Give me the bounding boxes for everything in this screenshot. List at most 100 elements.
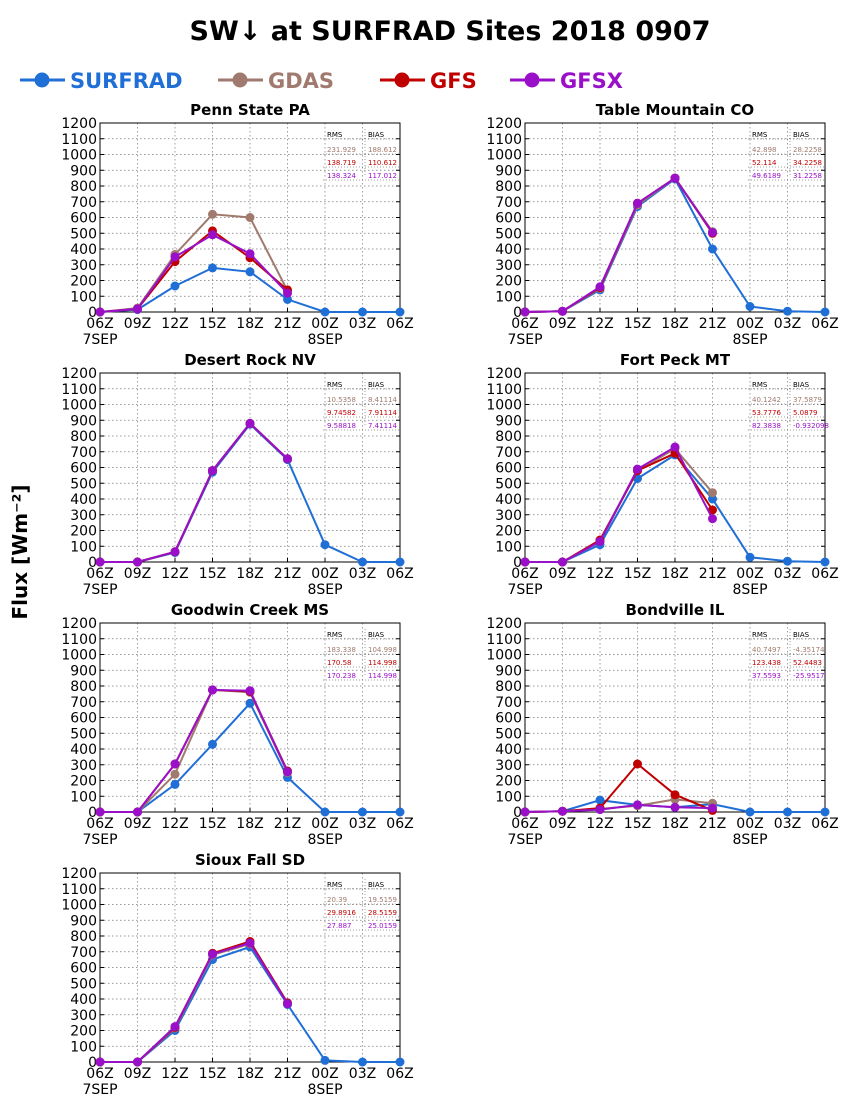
- data-point-gfsx: [133, 1057, 142, 1067]
- stats-rms-gfsx: 82.3838: [752, 422, 781, 430]
- y-tick-label: 1000: [486, 398, 522, 414]
- y-tick-label: 800: [70, 929, 97, 945]
- x-tick-label: 21Z: [699, 316, 726, 332]
- legend-item-gfsx: GFSX: [510, 69, 623, 93]
- x-tick-label: 21Z: [699, 816, 726, 832]
- data-point-gfsx: [208, 685, 217, 695]
- data-point-gfsx: [520, 557, 530, 567]
- y-tick-label: 400: [495, 742, 522, 758]
- y-tick-label: 0: [513, 305, 522, 321]
- data-point-gfsx: [133, 557, 142, 567]
- y-tick-label: 500: [70, 226, 97, 242]
- stats-rms-gfsx: 9.58818: [327, 422, 356, 430]
- y-tick-label: 800: [70, 679, 97, 695]
- x-tick-label: 09Z: [549, 816, 576, 832]
- data-point-surfrad: [208, 263, 217, 273]
- date-label: 7SEP: [82, 1082, 117, 1098]
- stats-rms-gfsx: 27.887: [327, 922, 352, 930]
- stats-rms-gfs: 9.74582: [327, 409, 356, 417]
- grid: [100, 873, 400, 1062]
- series-surfrad: [520, 450, 830, 567]
- y-tick-label: 0: [88, 805, 97, 821]
- y-tick-label: 1200: [486, 616, 522, 632]
- x-tick-label: 06Z: [811, 816, 838, 832]
- panel-desert-rock-nv: Desert Rock NV01002003004005006007008009…: [61, 351, 413, 598]
- stats-bias-gfs: 28.5159: [368, 909, 397, 917]
- data-point-gfsx: [558, 557, 567, 567]
- y-tick-label: 500: [495, 726, 522, 742]
- data-point-gfsx: [558, 306, 567, 316]
- legend-item-gfs: GFS: [380, 69, 477, 93]
- panel-title: Penn State PA: [190, 101, 310, 119]
- x-tick-label: 00Z: [311, 816, 338, 832]
- x-tick-label: 12Z: [161, 316, 188, 332]
- date-label: 7SEP: [82, 582, 117, 598]
- data-point-gfsx: [208, 949, 217, 959]
- y-tick-label: 700: [495, 195, 522, 211]
- y-tick-label: 900: [70, 413, 97, 429]
- y-tick-label: 800: [495, 179, 522, 195]
- series-gfsx: [95, 938, 292, 1067]
- panel-title: Desert Rock NV: [184, 351, 316, 369]
- stats-header-bias: BIAS: [793, 631, 810, 639]
- x-tick-label: 15Z: [624, 566, 651, 582]
- x-tick-label: 21Z: [699, 566, 726, 582]
- x-tick-label: 00Z: [736, 316, 763, 332]
- y-tick-label: 500: [495, 476, 522, 492]
- stats-rms-gfs: 52.114: [752, 159, 777, 167]
- y-tick-label: 300: [70, 758, 97, 774]
- stats-bias-gdas: 37.5879: [793, 396, 822, 404]
- stats-table: RMS BIAS 42.898 28.2258 52.114 34.2258 49.6189…: [748, 129, 824, 181]
- stats-bias-gfsx: 114.998: [368, 672, 397, 680]
- y-tick-label: 200: [495, 274, 522, 290]
- series-gfs: [95, 937, 292, 1067]
- stats-bias-gdas: 19.5159: [368, 896, 397, 904]
- data-point-surfrad: [358, 807, 367, 817]
- x-tick-label: 09Z: [124, 316, 151, 332]
- series-line-gfs: [100, 688, 289, 813]
- x-tick-label: 03Z: [774, 566, 801, 582]
- stats-table: RMS BIAS 231.929 188.612 138.719 110.612 138.3…: [323, 129, 399, 181]
- y-tick-label: 700: [495, 695, 522, 711]
- y-tick-label: 600: [495, 211, 522, 227]
- panel-table-mountain-co: Table Mountain CO01002003004005006007008…: [486, 101, 838, 348]
- stats-table: RMS BIAS 40.1242 37.5879 53.7776 5.0879 82.383…: [748, 379, 829, 431]
- data-point-gfsx: [708, 228, 717, 237]
- x-tick-label: 12Z: [586, 316, 613, 332]
- data-point-surfrad: [358, 557, 367, 567]
- x-tick-label: 06Z: [511, 566, 538, 582]
- series-line-gfsx: [99, 233, 289, 313]
- series-gfsx: [520, 800, 717, 817]
- panel-sioux-fall-sd: Sioux Fall SD 010020030040050060070080090…: [61, 851, 413, 1098]
- data-point-surfrad: [320, 540, 330, 550]
- series-line-gfs: [524, 762, 713, 813]
- data-point-gdas: [245, 213, 255, 222]
- y-tick-label: 1200: [61, 366, 97, 382]
- stats-rms-gdas: 40.7497: [752, 646, 781, 654]
- stats-rms-gdas: 231.929: [327, 146, 356, 154]
- series-line-gdas: [100, 421, 289, 563]
- data-point-surfrad: [820, 307, 830, 317]
- y-tick-label: 100: [495, 789, 522, 805]
- stats-header-rms: RMS: [327, 631, 343, 639]
- grid: [100, 123, 400, 312]
- series-gdas: [95, 418, 292, 567]
- y-tick-label: 400: [495, 492, 522, 508]
- data-point-surfrad: [783, 306, 792, 316]
- stats-header-bias: BIAS: [368, 131, 385, 139]
- x-tick-label: 09Z: [549, 566, 576, 582]
- y-tick-label: 300: [495, 758, 522, 774]
- stats-table: RMS BIAS 40.7497 -4.35174 123.438 52.4483 37.5…: [748, 629, 825, 681]
- y-tick-label: 200: [70, 774, 97, 790]
- data-point-gfsx: [283, 454, 292, 464]
- stats-table: RMS BIAS 20.39 19.5159 29.8916 28.5159 27.887 2…: [323, 879, 399, 931]
- data-point-gdas: [170, 769, 180, 779]
- stats-header-rms: RMS: [327, 881, 343, 889]
- series-line-gfsx: [524, 176, 714, 313]
- x-tick-label: 06Z: [386, 566, 413, 582]
- data-point-gfsx: [95, 807, 105, 817]
- stats-rms-gfsx: 49.6189: [752, 172, 781, 180]
- y-tick-label: 900: [70, 163, 97, 179]
- series-gdas: [95, 939, 292, 1067]
- y-tick-label: 800: [495, 679, 522, 695]
